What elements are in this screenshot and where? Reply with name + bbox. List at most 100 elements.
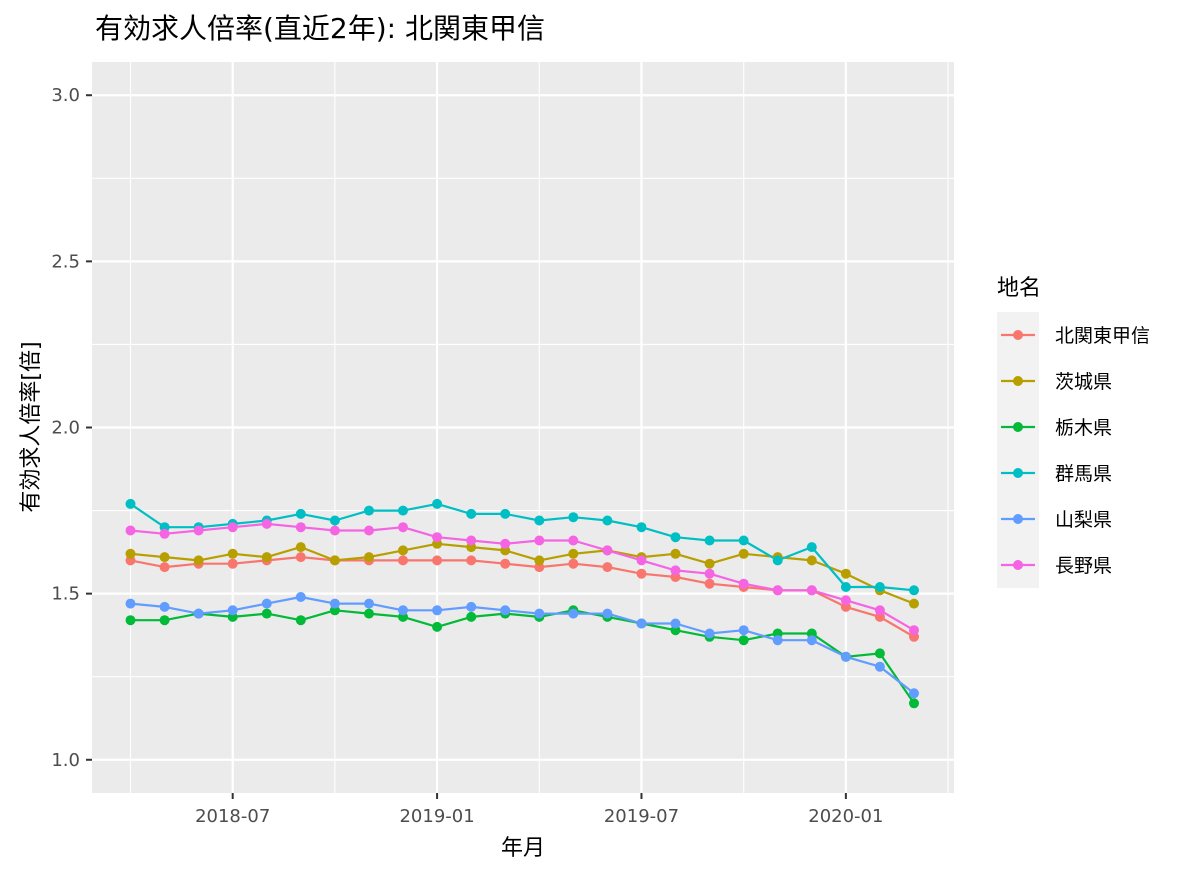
y-tick-label: 1.0 <box>51 750 80 771</box>
data-point <box>500 605 511 616</box>
x-tick-label: 2019-07 <box>604 806 679 827</box>
y-tick-label: 2.0 <box>51 418 80 439</box>
data-point <box>466 508 477 519</box>
data-point <box>806 585 817 596</box>
data-point <box>738 578 749 589</box>
legend-label: 群馬県 <box>1055 463 1112 485</box>
chart-title: 有効求人倍率(直近2年): 北関東甲信 <box>95 12 545 45</box>
data-point <box>670 618 681 629</box>
data-point <box>840 568 851 579</box>
data-point <box>602 562 613 573</box>
data-point <box>772 585 783 596</box>
data-point <box>806 542 817 553</box>
legend-label: 茨城県 <box>1055 371 1112 393</box>
data-point <box>840 595 851 606</box>
x-tick-label: 2019-01 <box>399 806 474 827</box>
legend-label: 長野県 <box>1055 555 1112 577</box>
data-point <box>534 555 545 566</box>
data-point <box>500 508 511 519</box>
data-point <box>704 568 715 579</box>
data-point <box>909 598 919 609</box>
data-point <box>636 522 647 533</box>
y-tick-label: 1.5 <box>51 584 80 605</box>
data-point <box>909 688 919 699</box>
data-point <box>466 555 477 566</box>
data-point <box>534 608 545 619</box>
data-point <box>840 651 851 662</box>
y-tick-label: 2.5 <box>51 251 80 272</box>
data-point <box>193 608 204 619</box>
data-point <box>772 555 783 566</box>
data-point <box>159 562 170 573</box>
data-point <box>227 558 238 569</box>
data-point <box>295 615 306 626</box>
data-point <box>500 558 511 569</box>
data-point <box>874 582 885 592</box>
legend-label: 北関東甲信 <box>1055 325 1150 347</box>
data-point <box>159 552 170 563</box>
data-point <box>568 548 579 559</box>
data-point <box>670 565 681 576</box>
data-point <box>159 615 170 626</box>
data-point <box>261 608 272 619</box>
data-point <box>364 505 374 516</box>
data-point <box>704 535 715 546</box>
data-point <box>602 608 613 619</box>
data-point <box>227 522 238 533</box>
data-point <box>602 545 613 556</box>
data-point <box>704 558 715 569</box>
data-point <box>466 601 477 612</box>
data-point <box>840 582 851 592</box>
data-point <box>909 698 919 709</box>
data-point <box>295 522 306 533</box>
legend-key-point <box>1013 514 1023 524</box>
data-point <box>295 592 306 602</box>
data-point <box>125 525 136 536</box>
data-point <box>432 532 443 543</box>
series-line-3 <box>129 502 915 592</box>
legend-key-point <box>1013 376 1023 386</box>
data-point <box>636 618 647 629</box>
data-point <box>466 535 477 546</box>
legend-label: 山梨県 <box>1055 509 1112 531</box>
data-point <box>364 608 374 619</box>
data-point <box>261 552 272 563</box>
data-point <box>329 555 340 566</box>
data-point <box>636 568 647 579</box>
legend-key-point <box>1013 468 1023 478</box>
data-point <box>295 552 306 563</box>
data-point <box>125 548 136 559</box>
series-line-4 <box>130 595 915 695</box>
data-point <box>568 558 579 569</box>
data-point <box>364 598 374 609</box>
data-point <box>125 498 136 509</box>
legend-title: 地名 <box>997 276 1041 301</box>
x-axis: 2018-07 2019-01 2019-07 2020-01 <box>195 793 883 827</box>
y-axis: 1.0 1.5 2.0 2.5 3.0 <box>51 85 92 771</box>
data-point <box>806 635 817 646</box>
data-point <box>329 598 340 609</box>
data-point <box>329 525 340 536</box>
data-point <box>125 598 136 609</box>
data-point <box>874 648 885 659</box>
legend-key-point <box>1013 560 1023 570</box>
data-point <box>704 628 715 639</box>
y-tick-label: 3.0 <box>51 85 80 106</box>
data-point <box>261 598 272 609</box>
data-point <box>500 538 511 549</box>
y-axis-title: 有効求人倍率[倍] <box>19 341 44 512</box>
legend-key-point <box>1013 330 1023 340</box>
data-point <box>738 625 749 636</box>
data-point <box>432 605 443 616</box>
series-line-5 <box>130 522 915 632</box>
data-point <box>568 535 579 546</box>
data-point <box>432 498 443 509</box>
legend-label: 栃木県 <box>1055 417 1112 439</box>
data-point <box>874 605 885 616</box>
data-point <box>227 548 238 559</box>
data-point <box>193 555 204 566</box>
data-point <box>227 605 238 616</box>
data-point <box>261 518 272 529</box>
data-point <box>534 535 545 546</box>
